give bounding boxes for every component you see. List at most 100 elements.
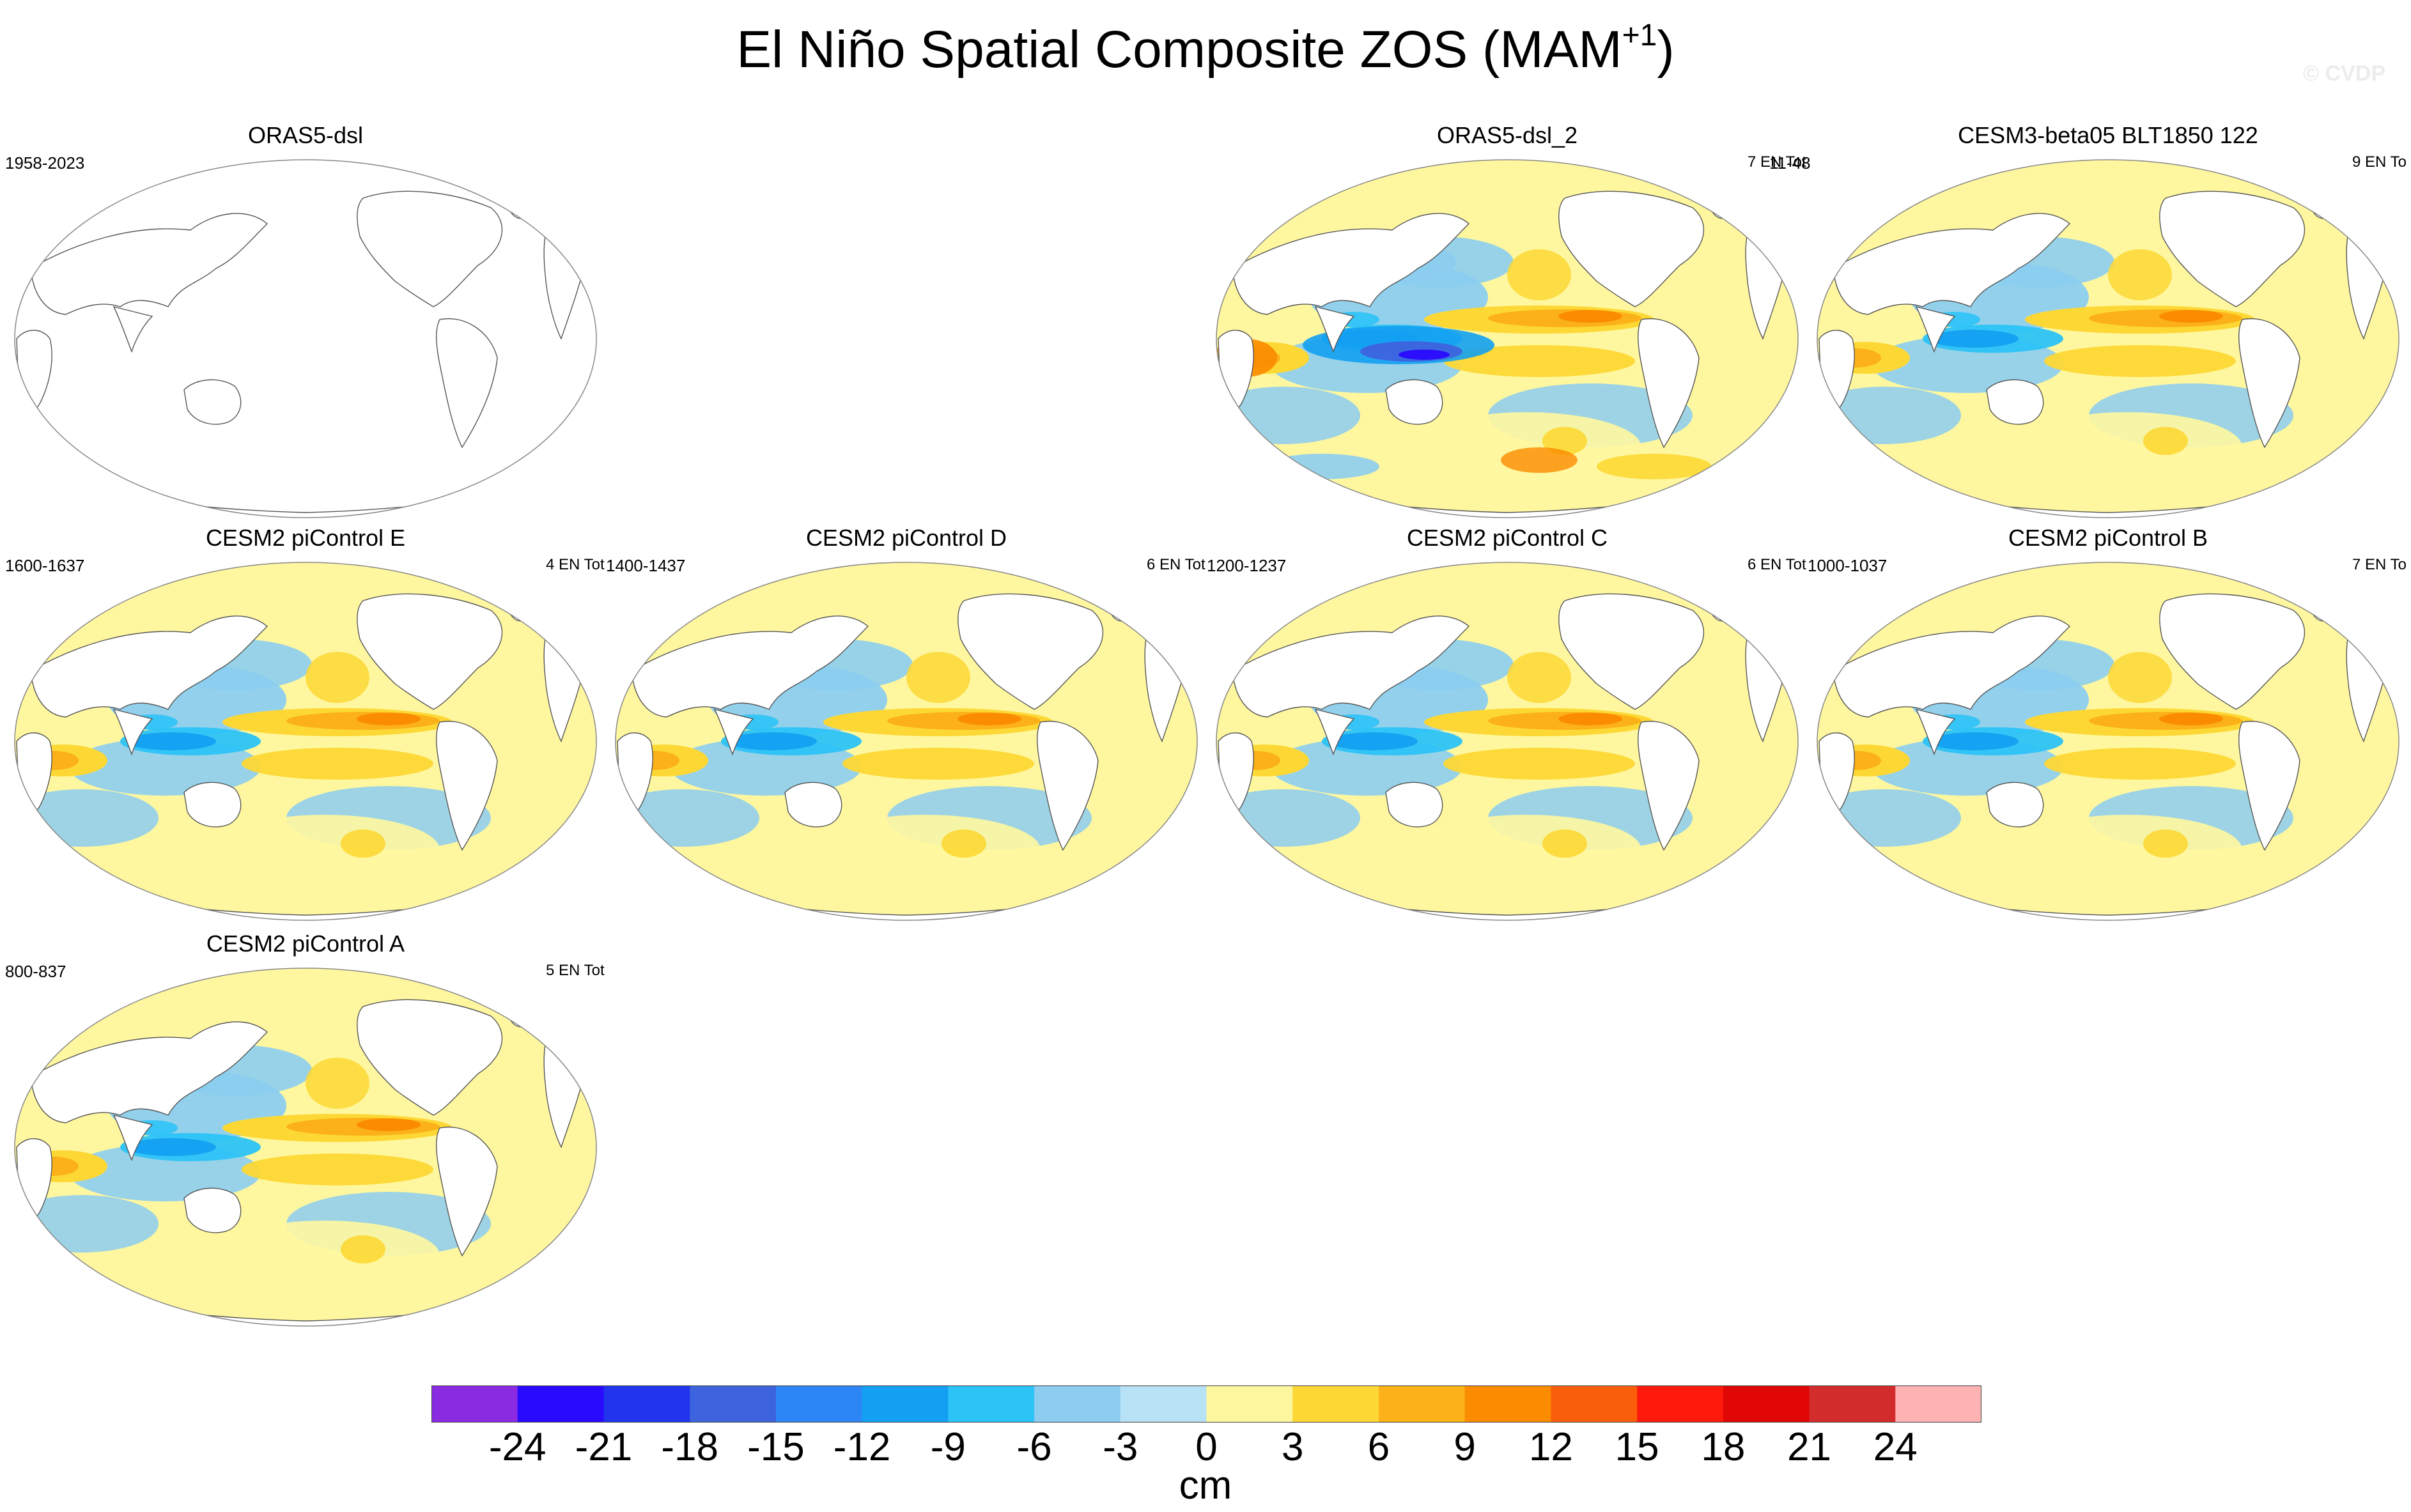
continent-outline — [183, 782, 242, 828]
anomaly-contour — [1597, 454, 1712, 479]
colorbar-swatch — [1378, 1385, 1466, 1423]
panel-title: ORAS5-dsl — [247, 122, 364, 148]
panel-period-label: 1958-2023 — [5, 153, 85, 173]
anomaly-contour — [242, 748, 433, 780]
anomaly-contour — [2159, 310, 2223, 323]
map-frame — [1216, 159, 1799, 518]
colorbar-swatch — [690, 1385, 777, 1423]
continent-outline — [436, 721, 498, 851]
anomaly-contour — [1501, 447, 1578, 473]
panel-count-label: 9 EN To — [2352, 153, 2407, 171]
colorbar-tick-label: -15 — [747, 1425, 805, 1469]
map-field — [616, 562, 1197, 920]
continent-outline — [2159, 593, 2306, 710]
colorbar-tick-label: -24 — [488, 1425, 547, 1469]
panel-oras5-dsl-2: ORAS5-dsl_2 7 EN Tot — [1207, 121, 1808, 530]
map-field — [1817, 562, 2399, 920]
continent-outline — [784, 782, 842, 828]
colorbar-tick-label: 0 — [1195, 1425, 1218, 1469]
world-map — [14, 968, 597, 1327]
continent-outline — [631, 615, 869, 718]
colorbar-tick-label: 12 — [1528, 1425, 1573, 1469]
anomaly-contour — [341, 829, 385, 858]
panel-count-label: 7 EN To — [2352, 556, 2407, 573]
anomaly-contour — [1411, 412, 1641, 482]
continent-outline — [1915, 708, 1956, 755]
anomaly-contour — [2044, 748, 2236, 780]
continent-outline — [30, 615, 268, 718]
continent-outline — [1385, 782, 1443, 828]
anomaly-contour — [306, 652, 369, 703]
continent-outline — [436, 318, 498, 449]
anomaly-contour — [1264, 454, 1379, 479]
map-frame — [1817, 159, 2399, 518]
continent-outline — [30, 1021, 268, 1123]
panel-cesm2-picontrol-d: CESM2 piControl D 1400-1437 6 EN Tot — [606, 524, 1207, 933]
colorbar-swatch — [862, 1385, 949, 1423]
colorbar-tick-label: -9 — [930, 1425, 966, 1469]
map-frame — [14, 159, 597, 518]
colorbar — [431, 1385, 1981, 1423]
panel-period-label: 1400-1437 — [606, 556, 686, 575]
colorbar-swatch — [431, 1385, 518, 1423]
anomaly-contour — [2143, 427, 2188, 455]
anomaly-contour — [727, 732, 817, 750]
map-field — [1216, 562, 1798, 920]
panel-cesm2-picontrol-c: CESM2 piControl C 1200-1237 6 EN Tot — [1207, 524, 1808, 933]
colorbar-tick-label: 15 — [1615, 1425, 1659, 1469]
map-frame — [14, 968, 597, 1327]
panel-oras5-dsl: ORAS5-dsl 1958-2023 — [5, 121, 606, 530]
ocean-area — [15, 160, 596, 518]
panel-period-label: 1200-1237 — [1207, 556, 1287, 575]
continent-outline — [713, 708, 754, 755]
world-map — [14, 159, 597, 518]
map-field — [15, 562, 596, 920]
panel-title: CESM2 piControl C — [1406, 525, 1608, 551]
panel-cesm2-picontrol-e: CESM2 piControl E 1600-1637 4 EN Tot — [5, 524, 606, 933]
colorbar-tick-label: -12 — [833, 1425, 891, 1469]
anomaly-contour — [242, 1153, 433, 1185]
panel-title: CESM2 piControl B — [2008, 525, 2208, 551]
continent-outline — [357, 593, 503, 710]
continent-outline — [1833, 615, 2071, 718]
continent-outline — [112, 305, 153, 353]
anomaly-contour — [210, 1221, 440, 1291]
anomaly-contour — [2012, 815, 2242, 885]
panel-count-label: 7 EN Tot — [1748, 153, 1806, 171]
anomaly-contour — [957, 713, 1021, 725]
anomaly-contour — [15, 1195, 159, 1253]
anomaly-contour — [2159, 713, 2223, 725]
anomaly-contour — [2044, 345, 2236, 377]
colorbar-swatch — [603, 1385, 690, 1423]
anomaly-contour — [1507, 249, 1571, 300]
colorbar-swatch — [1637, 1385, 1724, 1423]
map-frame — [14, 562, 597, 921]
colorbar-tick-label: 18 — [1701, 1425, 1746, 1469]
panel-cesm3-beta05: CESM3-beta05 BLT1850 122 11-48 9 EN To — [1769, 121, 2408, 530]
continent-outline — [357, 190, 503, 307]
anomaly-contour — [616, 789, 759, 847]
anomaly-contour — [1929, 330, 2019, 348]
colorbar-swatch — [1551, 1385, 1638, 1423]
colorbar-tick-label: -18 — [661, 1425, 718, 1469]
colorbar-swatch — [775, 1385, 863, 1423]
anomaly-contour — [2108, 652, 2172, 703]
panel-period-label: 1000-1037 — [1808, 556, 1888, 575]
continent-outline — [183, 379, 242, 425]
colorbar-swatch — [1206, 1385, 1293, 1423]
continent-outline — [1232, 615, 1470, 718]
continent-outline — [112, 1114, 153, 1161]
continent-outline — [1037, 721, 1099, 851]
map-field — [1216, 160, 1798, 518]
colorbar-swatch — [1034, 1385, 1121, 1423]
colorbar-swatch — [1723, 1385, 1810, 1423]
anomaly-contour — [810, 815, 1041, 885]
world-map — [615, 562, 1198, 921]
anomaly-contour — [127, 1138, 216, 1156]
anomaly-contour — [341, 1235, 385, 1263]
world-map — [1216, 159, 1799, 518]
continent-outline — [1638, 318, 1700, 449]
panel-cesm2-picontrol-a: CESM2 piControl A 800-837 5 EN Tot — [5, 930, 606, 1339]
anomaly-contour — [1328, 732, 1418, 750]
anomaly-contour — [357, 1118, 421, 1131]
